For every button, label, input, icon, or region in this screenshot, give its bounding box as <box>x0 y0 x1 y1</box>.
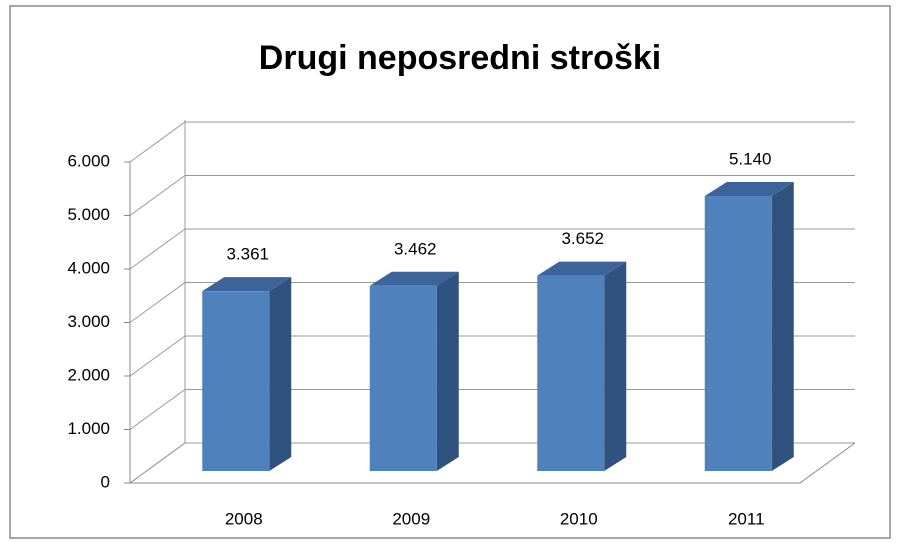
bar <box>369 285 437 471</box>
y-tick-label: 0 <box>101 472 110 491</box>
chart-title: Drugi neposredni stroški <box>259 39 661 77</box>
x-tick-label: 2008 <box>225 509 263 528</box>
bar-top <box>202 277 292 292</box>
bar-side <box>269 277 292 471</box>
value-label: 3.652 <box>561 229 604 248</box>
value-label: 5.140 <box>729 149 772 168</box>
bar <box>537 275 605 471</box>
bar-top <box>704 182 794 197</box>
y-tick-label: 3.000 <box>67 312 110 331</box>
bar-side <box>604 261 627 471</box>
y-tick-label: 4.000 <box>67 258 110 277</box>
bar-side <box>436 271 459 471</box>
x-tick-label: 2011 <box>728 509 765 528</box>
bar <box>202 291 270 471</box>
bar-top <box>369 271 459 286</box>
bar <box>704 196 772 471</box>
x-tick-label: 2010 <box>560 509 598 528</box>
y-tick-label: 6.000 <box>67 151 110 170</box>
grid-line <box>129 228 855 270</box>
grid-line <box>129 282 855 323</box>
y-tick-label: 2.000 <box>67 365 110 384</box>
grid-line <box>129 121 855 163</box>
y-tick-label: 1.000 <box>67 419 110 438</box>
floor-edge <box>130 442 856 484</box>
grid-line <box>129 389 855 430</box>
value-label: 3.462 <box>394 239 437 258</box>
value-label: 3.361 <box>226 245 269 264</box>
grid-line <box>129 442 855 484</box>
y-tick-label: 5.000 <box>67 205 110 224</box>
x-tick-label: 2009 <box>392 509 430 528</box>
grid-line <box>129 175 855 216</box>
bar-side <box>771 182 794 471</box>
bar-top <box>537 261 627 276</box>
grid-line <box>129 335 855 377</box>
